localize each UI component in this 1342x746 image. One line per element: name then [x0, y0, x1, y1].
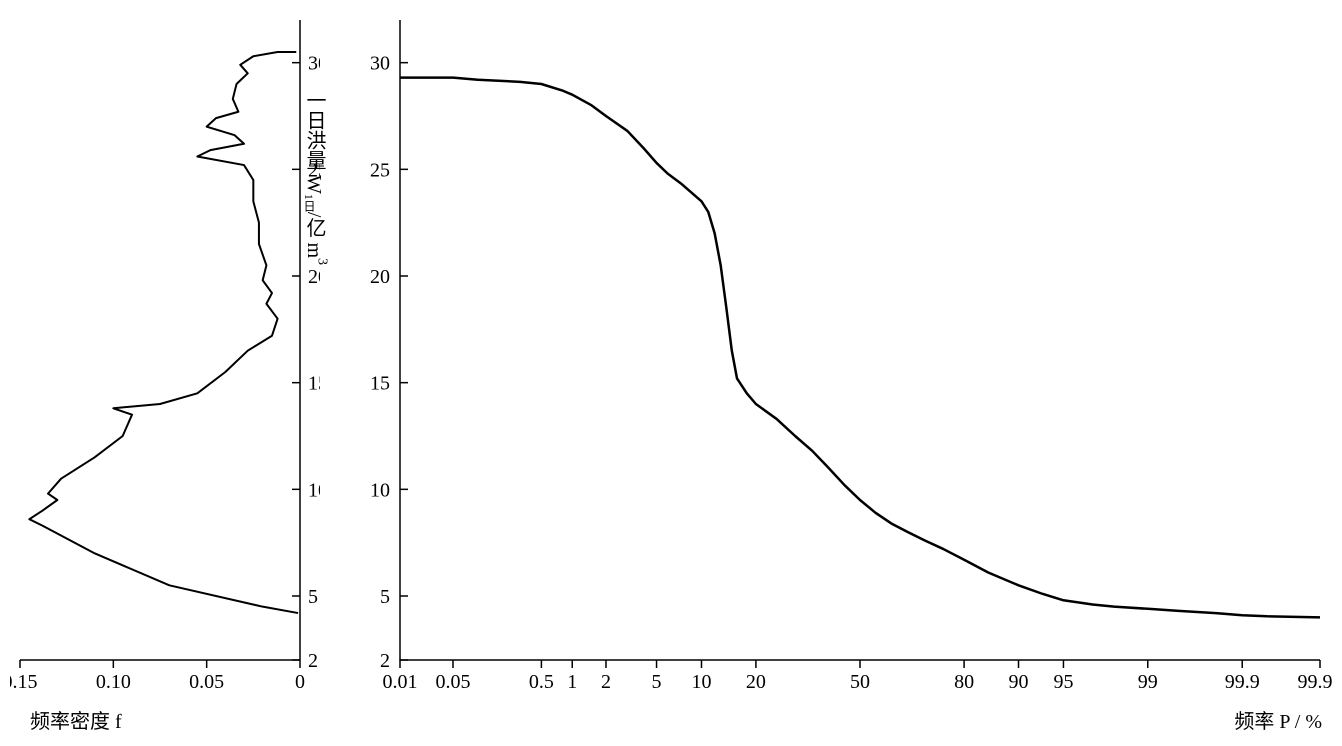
- svg-text:10: 10: [308, 479, 320, 501]
- svg-text:2: 2: [601, 671, 611, 693]
- frequency-chart: 0.010.050.51251020508090959999.999.99251…: [320, 10, 1332, 736]
- svg-text:2: 2: [308, 650, 318, 672]
- svg-text:2: 2: [380, 650, 390, 672]
- svg-text:99: 99: [1138, 671, 1158, 693]
- svg-text:0: 0: [295, 671, 305, 693]
- svg-text:10: 10: [370, 479, 390, 501]
- svg-text:15: 15: [308, 373, 320, 395]
- right-y-label: 一日洪量 W1日/亿 m3: [300, 90, 330, 265]
- svg-text:99.9: 99.9: [1225, 671, 1260, 693]
- svg-text:5: 5: [652, 671, 662, 693]
- svg-text:50: 50: [850, 671, 870, 693]
- svg-text:0.15: 0.15: [10, 671, 38, 693]
- svg-text:99.99: 99.99: [1298, 671, 1333, 693]
- left-x-label: 频率密度 f: [30, 705, 122, 734]
- svg-text:90: 90: [1009, 671, 1029, 693]
- svg-text:5: 5: [380, 586, 390, 608]
- svg-text:25: 25: [370, 159, 390, 181]
- svg-text:0.5: 0.5: [529, 671, 554, 693]
- svg-text:80: 80: [954, 671, 974, 693]
- svg-text:10: 10: [691, 671, 711, 693]
- svg-text:0.05: 0.05: [189, 671, 224, 693]
- chart-container: 0.150.100.050251015202530 频率密度 f 0.010.0…: [10, 10, 1332, 736]
- svg-text:20: 20: [308, 266, 320, 288]
- right-x-label: 频率 P / %: [1234, 705, 1322, 734]
- density-chart: 0.150.100.050251015202530 频率密度 f: [10, 10, 320, 736]
- svg-text:0.05: 0.05: [435, 671, 470, 693]
- svg-text:30: 30: [370, 53, 390, 75]
- svg-text:20: 20: [370, 266, 390, 288]
- svg-text:20: 20: [746, 671, 766, 693]
- svg-text:0.01: 0.01: [383, 671, 418, 693]
- svg-text:15: 15: [370, 373, 390, 395]
- svg-text:5: 5: [308, 586, 318, 608]
- svg-text:1: 1: [567, 671, 577, 693]
- svg-text:30: 30: [308, 53, 320, 75]
- svg-text:0.10: 0.10: [96, 671, 131, 693]
- svg-text:95: 95: [1053, 671, 1073, 693]
